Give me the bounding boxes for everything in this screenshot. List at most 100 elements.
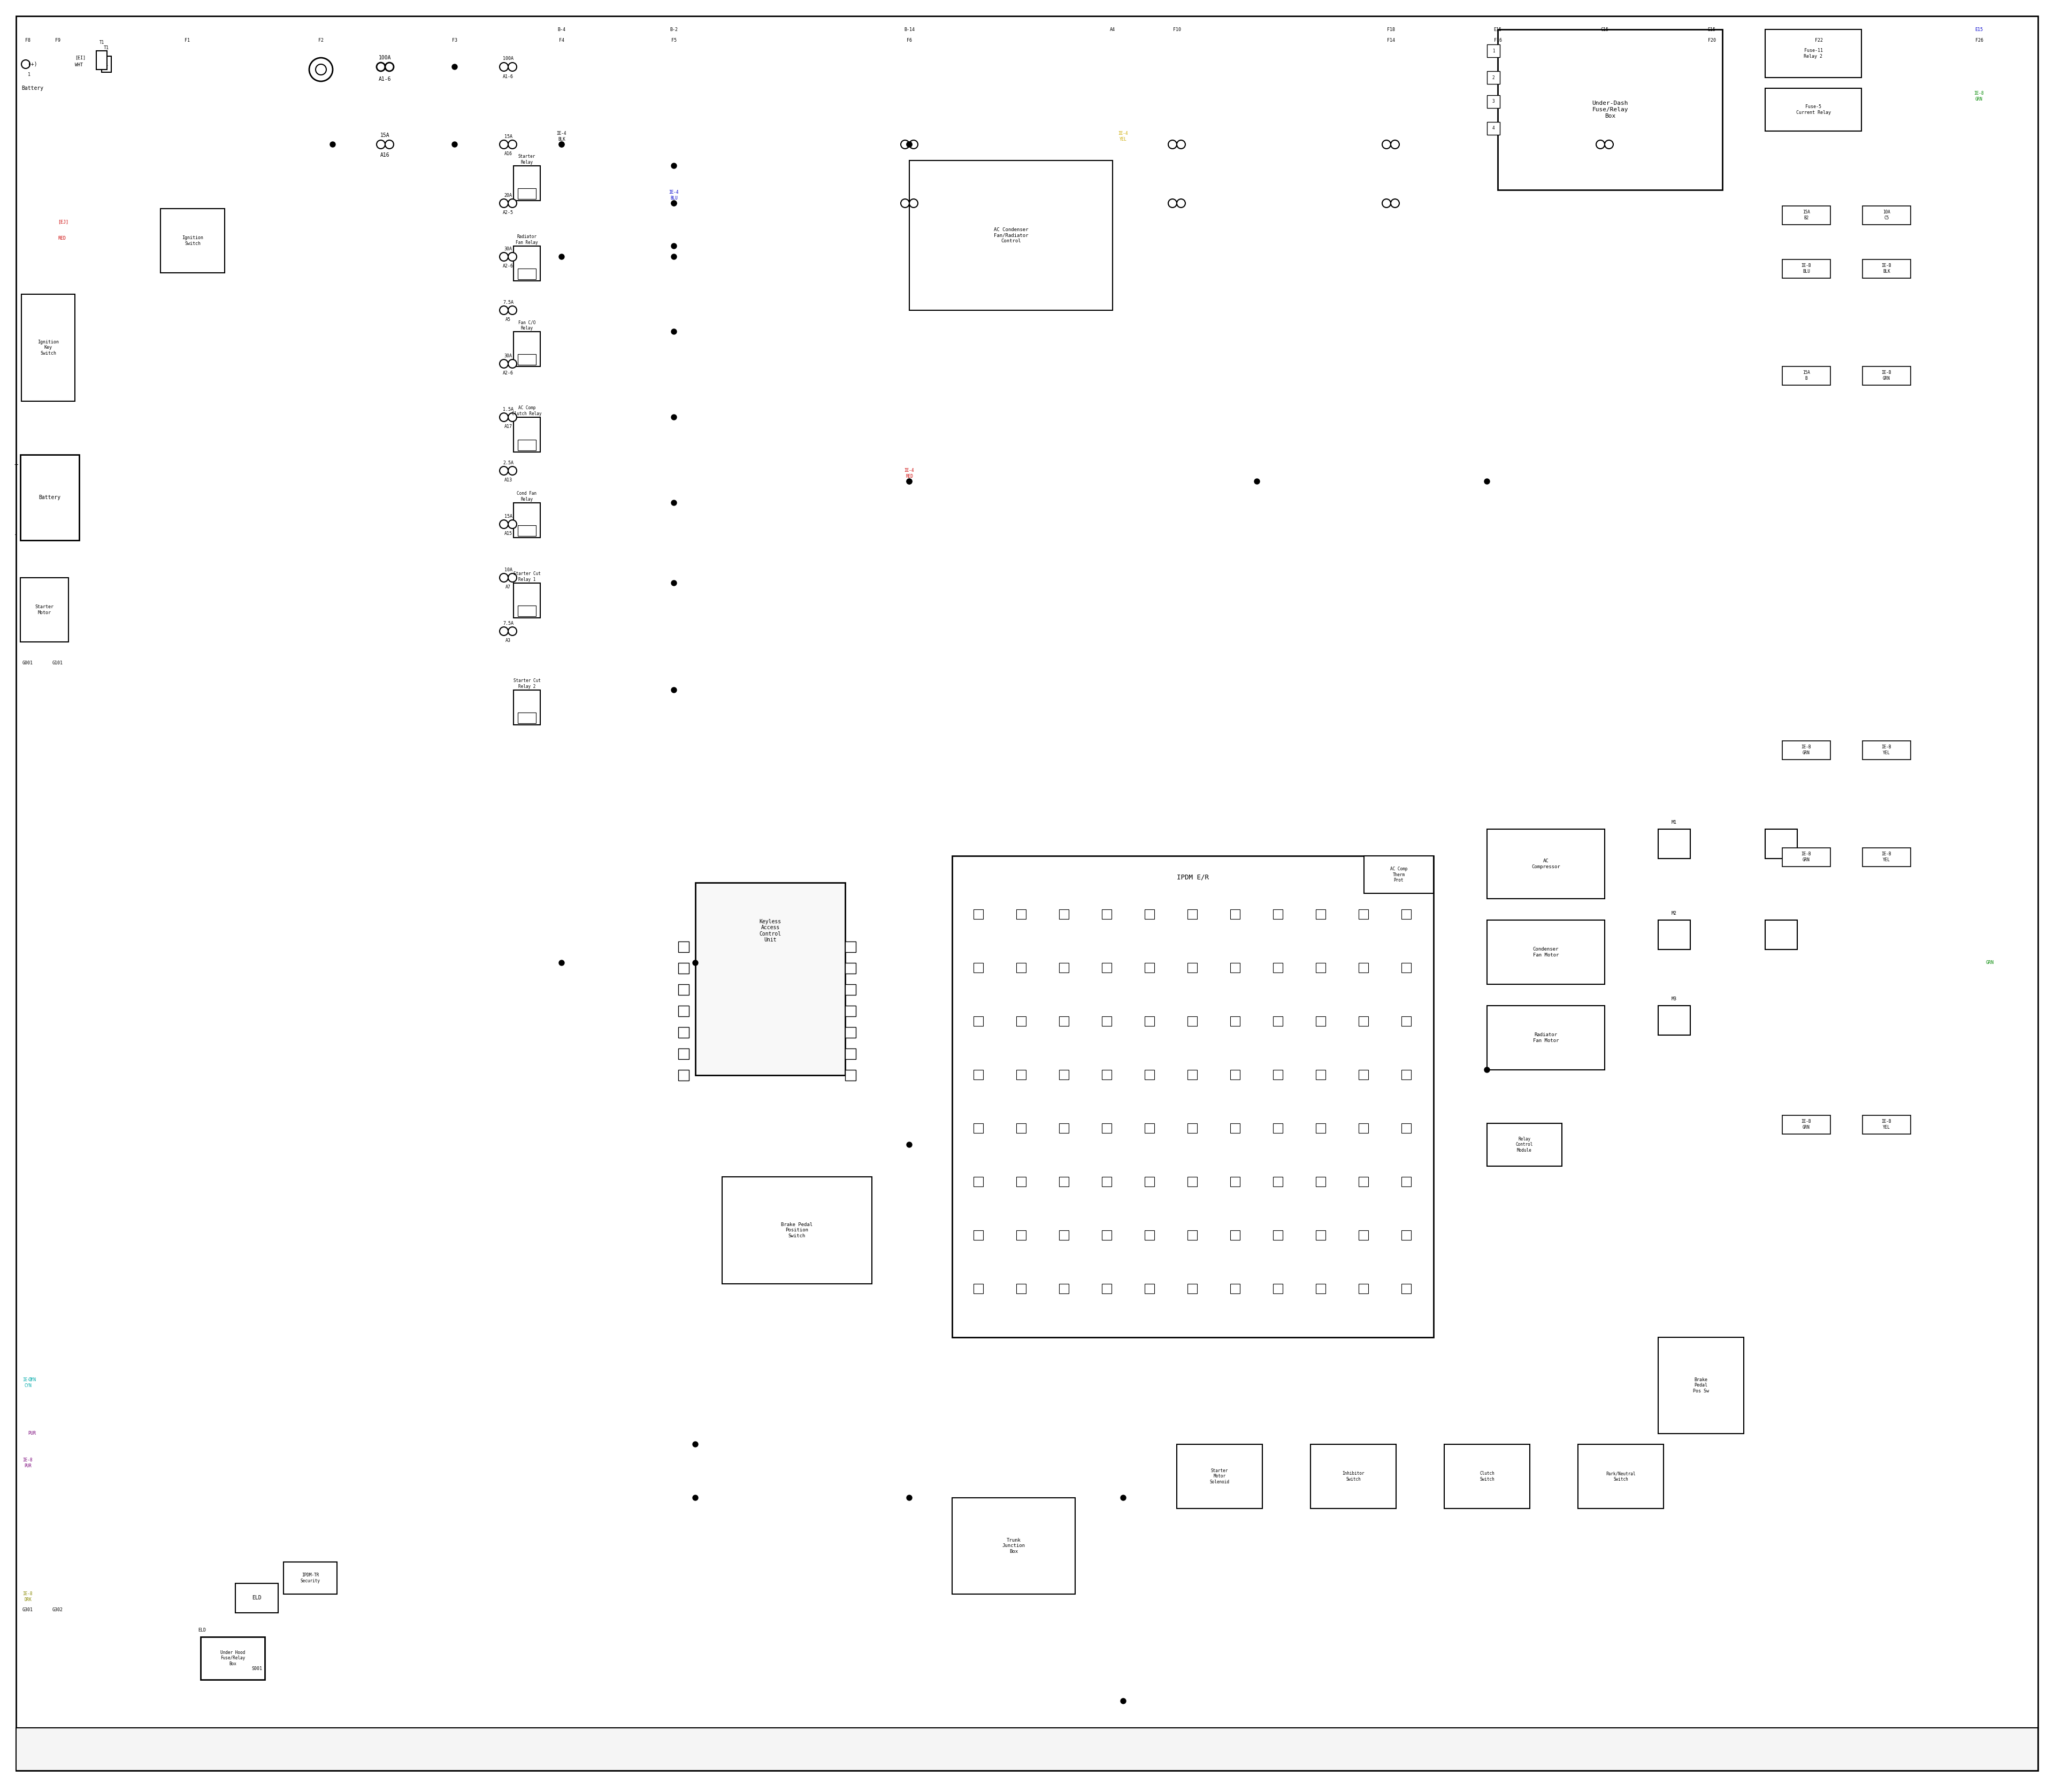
Circle shape	[507, 412, 518, 421]
Bar	[1230, 1016, 1241, 1027]
Text: IE-8
DRK: IE-8 DRK	[23, 1591, 33, 1602]
Bar	[1863, 1115, 1910, 1134]
Text: 7.5A: 7.5A	[503, 620, 514, 625]
Bar	[1230, 1283, 1241, 1294]
Circle shape	[499, 520, 507, 529]
Bar	[1273, 1177, 1282, 1186]
Text: 10A
C5: 10A C5	[1884, 210, 1890, 220]
Bar	[1317, 1283, 1325, 1294]
Circle shape	[507, 627, 518, 636]
Text: -: -	[14, 532, 18, 538]
Text: IE-B
GRN: IE-B GRN	[1801, 745, 1812, 754]
Bar	[1401, 909, 1411, 919]
Text: Under-Dash
Fuse/Relay
Box: Under-Dash Fuse/Relay Box	[1592, 100, 1629, 118]
Text: Relay
Control
Module: Relay Control Module	[1516, 1136, 1532, 1152]
Text: F1: F1	[185, 38, 189, 43]
Circle shape	[1169, 199, 1177, 208]
Circle shape	[559, 254, 565, 260]
Circle shape	[672, 688, 676, 694]
Bar	[1317, 1177, 1325, 1186]
Text: 15A: 15A	[380, 133, 390, 138]
Circle shape	[910, 199, 918, 208]
Text: E15: E15	[1493, 27, 1501, 32]
Text: A1-6: A1-6	[378, 77, 392, 82]
Bar	[1658, 1337, 1744, 1434]
Bar	[1783, 740, 1830, 760]
Bar	[1017, 1231, 1025, 1240]
Text: F9: F9	[55, 38, 60, 43]
Text: [EI]: [EI]	[74, 56, 86, 61]
Bar	[1101, 962, 1111, 973]
Bar	[1101, 1283, 1111, 1294]
Bar	[1144, 1124, 1154, 1133]
Bar	[518, 269, 536, 280]
Text: CYN: CYN	[29, 1378, 35, 1382]
Circle shape	[1391, 199, 1399, 208]
Text: 30A: 30A	[503, 353, 511, 358]
Circle shape	[507, 573, 518, 582]
Bar	[1358, 1070, 1368, 1079]
Text: ELD: ELD	[197, 1629, 205, 1633]
Text: Battery: Battery	[39, 495, 62, 500]
Text: F8: F8	[25, 38, 31, 43]
Circle shape	[507, 63, 518, 72]
Bar	[696, 883, 844, 1075]
Circle shape	[672, 254, 676, 260]
Bar	[1101, 1231, 1111, 1240]
Circle shape	[376, 63, 386, 72]
Circle shape	[499, 466, 507, 475]
Text: Brake Pedal
Position
Switch: Brake Pedal Position Switch	[781, 1222, 813, 1238]
Bar	[1658, 919, 1690, 950]
Bar	[974, 1070, 984, 1079]
Text: Under Hood
Fuse/Relay
Box: Under Hood Fuse/Relay Box	[220, 1650, 244, 1667]
Bar	[1401, 1016, 1411, 1027]
Bar	[1273, 1016, 1282, 1027]
Text: Radiator
Fan Relay: Radiator Fan Relay	[516, 235, 538, 246]
Text: G101: G101	[53, 661, 64, 665]
Circle shape	[499, 412, 507, 421]
Bar	[1144, 1231, 1154, 1240]
Circle shape	[672, 581, 676, 586]
Bar	[1060, 1124, 1068, 1133]
Text: 100A: 100A	[503, 56, 514, 61]
Bar	[101, 56, 111, 72]
Bar	[1317, 1016, 1325, 1027]
Bar	[1783, 366, 1830, 385]
Circle shape	[1604, 140, 1612, 149]
Bar	[1863, 848, 1910, 867]
Bar	[1187, 1177, 1197, 1186]
Text: G301: G301	[23, 1607, 33, 1613]
Bar	[514, 332, 540, 366]
Bar	[1017, 1016, 1025, 1027]
Text: A5: A5	[505, 317, 511, 323]
Text: IE-4
RED: IE-4 RED	[904, 468, 914, 478]
Text: Fan C/O
Relay: Fan C/O Relay	[518, 321, 536, 330]
Bar	[1487, 1005, 1604, 1070]
Bar	[1101, 1070, 1111, 1079]
Bar	[1487, 45, 1499, 57]
Text: Clutch
Switch: Clutch Switch	[1479, 1471, 1495, 1482]
Text: 15A
B2: 15A B2	[1803, 210, 1810, 220]
Circle shape	[672, 244, 676, 249]
Bar	[974, 962, 984, 973]
Text: F3: F3	[452, 38, 458, 43]
Bar	[1358, 1124, 1368, 1133]
Bar	[1401, 1283, 1411, 1294]
Text: IE-B
GRN: IE-B GRN	[1801, 851, 1812, 862]
Circle shape	[906, 142, 912, 147]
Circle shape	[672, 201, 676, 206]
Text: A16: A16	[503, 152, 511, 156]
Text: A3: A3	[505, 638, 511, 643]
Bar	[678, 1005, 688, 1016]
Bar	[1230, 1177, 1241, 1186]
Bar	[1764, 830, 1797, 858]
Bar	[1317, 962, 1325, 973]
Circle shape	[692, 1441, 698, 1446]
Circle shape	[386, 63, 394, 72]
Bar	[1144, 1070, 1154, 1079]
Bar	[283, 1563, 337, 1595]
Bar	[1230, 909, 1241, 919]
Text: IPDM E/R: IPDM E/R	[1177, 874, 1210, 880]
Text: RED: RED	[58, 235, 66, 240]
Bar	[1187, 962, 1197, 973]
